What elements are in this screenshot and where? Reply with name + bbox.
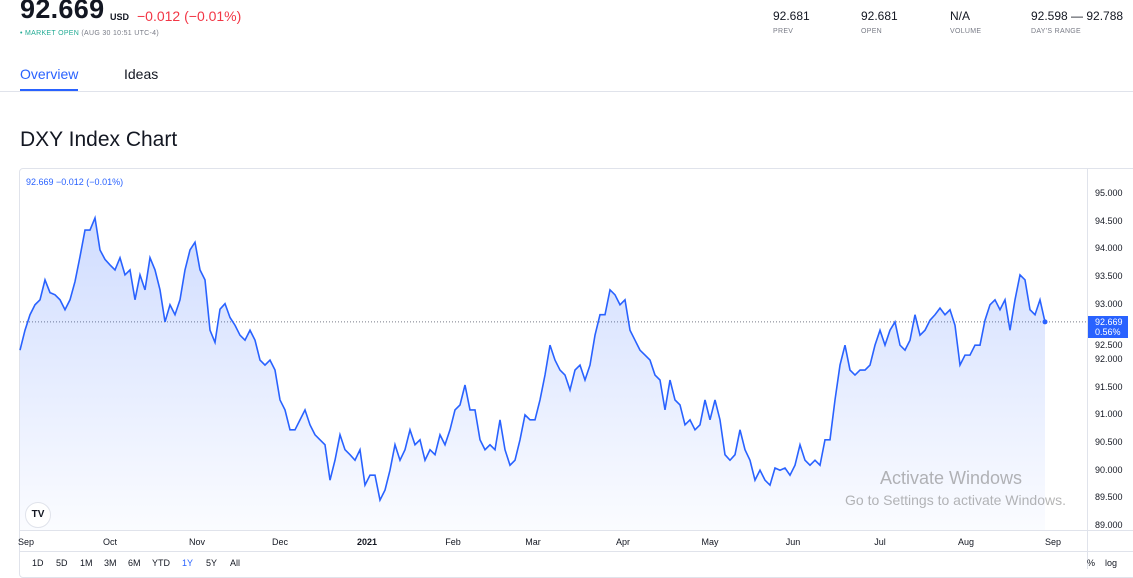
x-tick-label: Feb [445, 537, 461, 547]
x-tick-label: 2021 [356, 537, 378, 547]
stat-label: DAY'S RANGE [1031, 28, 1082, 35]
x-tick-label: Apr [615, 537, 631, 547]
market-time: (AUG 30 10:51 UTC-4) [81, 30, 159, 37]
x-tick-label: Oct [102, 537, 118, 547]
range-button-5d[interactable]: 5D [56, 558, 68, 568]
last-price-pct: 0.56% [1095, 327, 1121, 337]
stat-label: OPEN [861, 28, 883, 35]
range-button-5y[interactable]: 5Y [206, 558, 218, 568]
y-tick-label: 95.000 [1095, 188, 1123, 198]
last-price-dot [1042, 319, 1048, 325]
range-button-all[interactable]: All [230, 558, 241, 568]
range-button-6m[interactable]: 6M [128, 558, 141, 568]
stat-prev: 92.681 PREV [773, 9, 810, 35]
market-status-text: MARKET OPEN [25, 30, 80, 37]
stat-days-range: 92.598 — 92.788 DAY'S RANGE [1031, 9, 1123, 35]
x-tick-label: Mar [525, 537, 541, 547]
time-axis-border-bottom [20, 551, 1133, 552]
market-status: • MARKET OPEN (AUG 30 10:51 UTC-4) [20, 30, 159, 37]
stat-value: 92.681 [861, 9, 898, 23]
y-tick-label: 89.500 [1095, 492, 1123, 503]
divider [0, 91, 1133, 92]
x-tick-label: May [701, 537, 719, 547]
range-button-1y[interactable]: 1Y [182, 558, 194, 568]
y-tick-label: 91.000 [1095, 409, 1123, 420]
y-tick-label: 94.000 [1095, 243, 1123, 254]
x-tick-label: Aug [957, 537, 975, 547]
y-tick-label: 91.500 [1095, 381, 1123, 392]
stat-label: PREV [773, 28, 794, 35]
y-tick-label: 90.000 [1095, 464, 1123, 475]
price-line [19, 214, 1046, 503]
chart-legend: 92.669 −0.012 (−0.01%) [26, 177, 124, 187]
y-tick-label: 92.500 [1095, 340, 1123, 350]
last-price-value: 92.669 [1095, 317, 1123, 327]
stat-value: N/A [950, 9, 971, 23]
log-scale-button[interactable]: log [1105, 558, 1118, 568]
price: 92.669 [20, 0, 105, 24]
stat-value: 92.598 — 92.788 [1031, 9, 1124, 23]
x-tick-label: Dec [271, 537, 289, 547]
y-tick-label: 93.000 [1095, 298, 1123, 309]
stat-open: 92.681 OPEN [861, 9, 898, 35]
range-button-3m[interactable]: 3M [104, 558, 117, 568]
tradingview-logo-icon[interactable]: TV [25, 502, 51, 528]
stat-label: VOLUME [950, 28, 982, 35]
x-tick-label: Sep [17, 537, 35, 547]
watermark-line2: Go to Settings to activate Windows. [845, 492, 1066, 508]
tab-overview[interactable]: Overview [20, 66, 79, 91]
time-axis-border [20, 530, 1133, 531]
y-tick-label: 93.500 [1095, 270, 1123, 281]
section-title: DXY Index Chart [20, 128, 178, 151]
range-button-1d[interactable]: 1D [32, 558, 44, 568]
y-tick-label: 94.500 [1095, 215, 1123, 226]
x-tick-label: Jul [874, 537, 886, 547]
y-tick-label: 89.000 [1095, 519, 1123, 530]
chart-svg [19, 214, 1087, 530]
x-tick-label: Sep [1044, 537, 1062, 547]
range-button-ytd[interactable]: YTD [152, 558, 170, 568]
price-area [20, 217, 1045, 530]
y-tick-label: 92.000 [1095, 353, 1123, 364]
last-price-label: 92.669 0.56% [1088, 316, 1128, 338]
x-tick-label: Nov [188, 537, 206, 547]
watermark-line1: Activate Windows [880, 468, 1023, 488]
x-tick-label: Jun [785, 537, 801, 547]
stat-volume: N/A VOLUME [950, 9, 981, 35]
price-change: −0.012 (−0.01%) [137, 8, 242, 24]
range-button-1m[interactable]: 1M [80, 558, 93, 568]
currency: USD [110, 12, 130, 22]
y-tick-label: 90.500 [1095, 436, 1123, 447]
percent-scale-button[interactable]: % [1087, 558, 1096, 568]
tab-ideas[interactable]: Ideas [124, 66, 159, 82]
price-axis-border [1087, 169, 1088, 569]
stat-value: 92.681 [773, 9, 810, 23]
